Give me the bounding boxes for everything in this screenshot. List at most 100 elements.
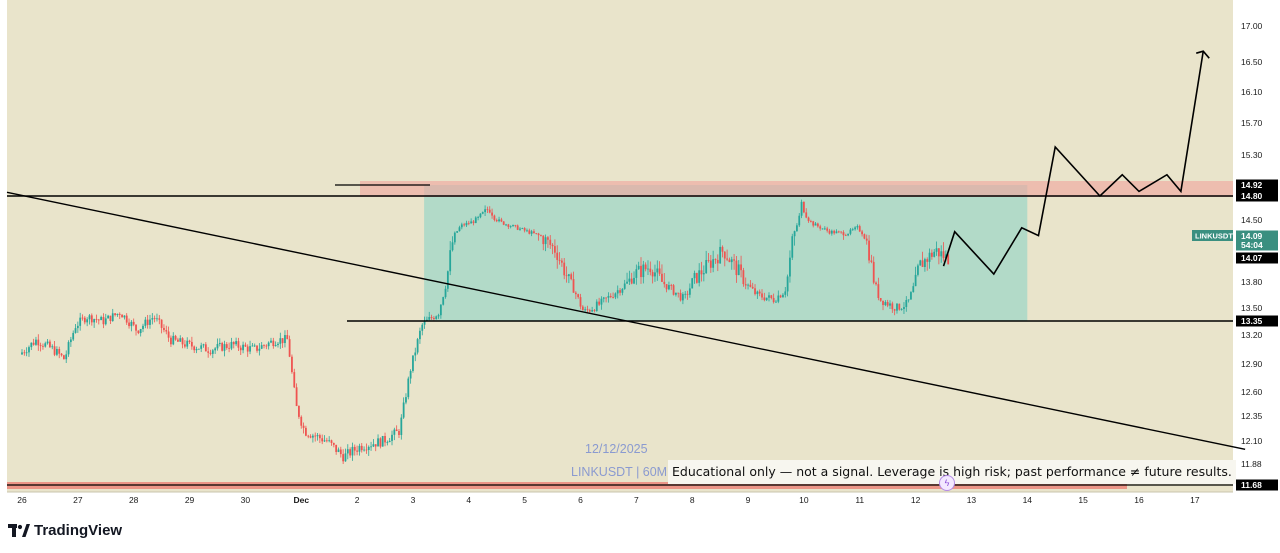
candle-body bbox=[551, 244, 554, 247]
candle-body bbox=[742, 270, 745, 285]
candle-body bbox=[947, 254, 950, 265]
candle-body bbox=[644, 264, 647, 270]
candle-body bbox=[453, 232, 456, 243]
candle-body bbox=[516, 225, 519, 230]
candle-body bbox=[900, 309, 903, 310]
candle-body bbox=[58, 349, 61, 354]
x-tick-label: 7 bbox=[634, 495, 639, 505]
watermark-date: 12/12/2025 bbox=[585, 442, 648, 456]
candle-body bbox=[128, 322, 130, 327]
candle-body bbox=[235, 341, 237, 345]
candle-body bbox=[600, 298, 603, 305]
x-tick-label: 5 bbox=[522, 495, 527, 505]
candle-body bbox=[228, 347, 231, 349]
candle-body bbox=[896, 303, 898, 311]
x-tick-label: 13 bbox=[967, 495, 977, 505]
candle-body bbox=[111, 313, 114, 322]
candle-body bbox=[351, 446, 354, 456]
candle-body bbox=[258, 348, 261, 351]
lightning-icon[interactable]: ϟ bbox=[939, 475, 955, 491]
candle-body bbox=[768, 295, 770, 298]
candle-body bbox=[796, 225, 798, 232]
candle-body bbox=[944, 254, 947, 259]
candle-body bbox=[584, 309, 587, 311]
candle-body bbox=[256, 345, 258, 351]
candle-body bbox=[709, 260, 712, 268]
candle-body bbox=[90, 315, 93, 323]
candle-body bbox=[570, 274, 573, 280]
candle-body bbox=[493, 215, 496, 220]
candle-body bbox=[870, 260, 873, 262]
candle-body bbox=[481, 212, 484, 214]
candle-body bbox=[898, 303, 901, 310]
candle-body bbox=[919, 260, 922, 266]
price-badge-level bbox=[1236, 190, 1278, 202]
candle-body bbox=[507, 224, 510, 227]
candle-body bbox=[733, 259, 735, 261]
candle-body bbox=[409, 371, 412, 379]
candle-body bbox=[356, 450, 358, 452]
candle-body bbox=[314, 435, 317, 437]
candle-body bbox=[609, 295, 612, 298]
candle-body bbox=[621, 288, 624, 293]
candle-body bbox=[146, 319, 149, 325]
candle-body bbox=[826, 228, 829, 231]
candle-body bbox=[882, 300, 884, 306]
x-tick-label: 10 bbox=[799, 495, 809, 505]
candle-body bbox=[123, 315, 126, 318]
candle-body bbox=[544, 237, 547, 245]
candle-body bbox=[858, 226, 861, 232]
candle-body bbox=[225, 344, 228, 348]
candle-body bbox=[912, 286, 915, 293]
candle-body bbox=[97, 319, 100, 321]
candle-body bbox=[400, 417, 403, 435]
candle-body bbox=[391, 434, 393, 441]
y-tick-label: 16.10 bbox=[1241, 87, 1263, 97]
candle-body bbox=[279, 338, 282, 344]
x-tick-label: 6 bbox=[578, 495, 583, 505]
candle-body bbox=[177, 339, 179, 342]
candle-body bbox=[926, 259, 929, 262]
candle-body bbox=[65, 354, 68, 360]
candle-body bbox=[232, 341, 235, 345]
candle-body bbox=[789, 257, 791, 277]
candle-body bbox=[23, 352, 26, 354]
candle-body bbox=[42, 345, 44, 347]
candle-body bbox=[647, 268, 649, 270]
candle-body bbox=[323, 440, 326, 442]
candle-body bbox=[765, 297, 768, 301]
candle-body bbox=[623, 283, 626, 289]
candle-body bbox=[435, 316, 438, 319]
candle-body bbox=[214, 348, 217, 351]
candle-body bbox=[533, 231, 535, 234]
candle-body bbox=[367, 446, 370, 450]
y-tick-label: 12.90 bbox=[1241, 359, 1263, 369]
candle-body bbox=[360, 445, 363, 451]
candle-body bbox=[444, 288, 447, 298]
candle-body bbox=[740, 264, 742, 271]
price-badge-level bbox=[1236, 315, 1278, 327]
x-tick-label: 3 bbox=[411, 495, 416, 505]
candle-body bbox=[25, 352, 28, 354]
candle-body bbox=[372, 444, 375, 447]
candle-body bbox=[328, 440, 331, 442]
x-tick-label: 28 bbox=[129, 495, 139, 505]
x-tick-label: 11 bbox=[855, 495, 864, 505]
candle-body bbox=[386, 442, 389, 443]
candle-body bbox=[153, 318, 156, 319]
price-badge-label: 14.07 bbox=[1241, 253, 1263, 263]
x-tick-label: 8 bbox=[690, 495, 695, 505]
candle-body bbox=[137, 330, 140, 334]
candle-body bbox=[244, 344, 247, 347]
candle-body bbox=[681, 294, 684, 301]
candle-body bbox=[844, 235, 847, 237]
candle-body bbox=[190, 341, 193, 347]
symbol-badge bbox=[1192, 230, 1233, 241]
candle-body bbox=[197, 348, 200, 350]
tradingview-brand[interactable]: TradingView bbox=[8, 522, 122, 539]
candle-body bbox=[379, 438, 382, 447]
candle-body bbox=[542, 235, 545, 245]
candle-body bbox=[905, 299, 908, 308]
candle-body bbox=[495, 219, 498, 222]
